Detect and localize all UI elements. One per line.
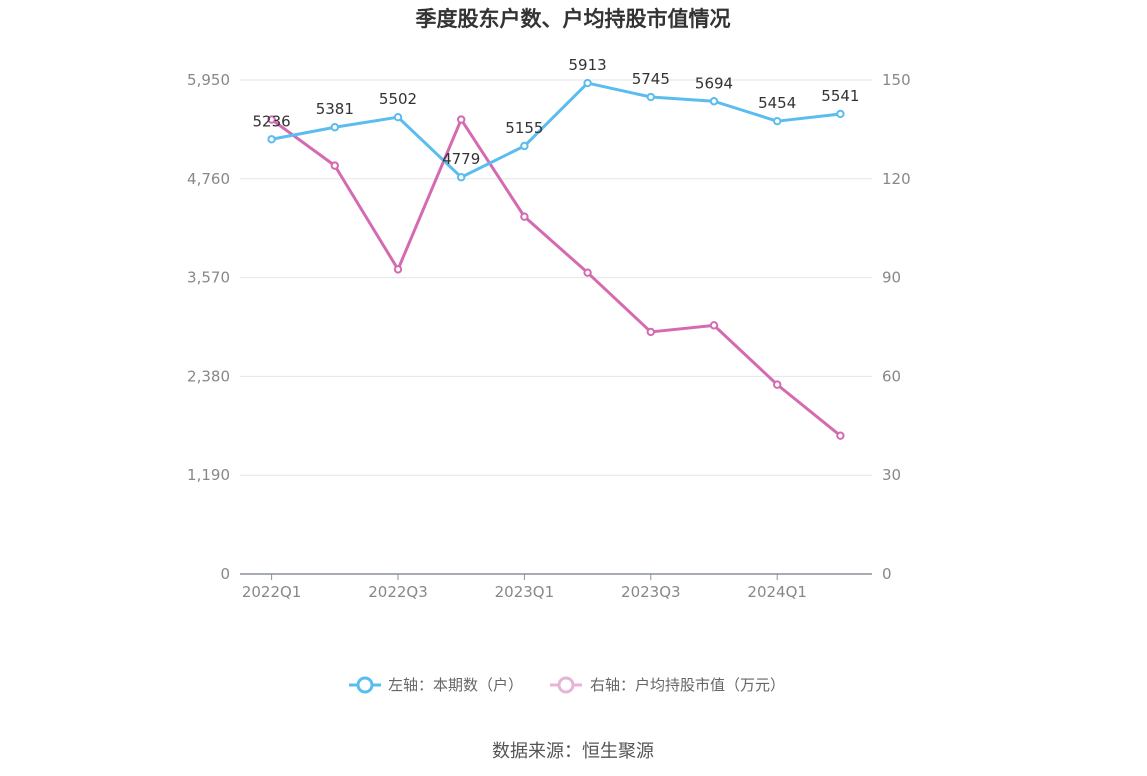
data-point-left [393, 112, 403, 122]
left-tick-label: 1,190 [187, 466, 230, 484]
right-tick-label: 60 [882, 367, 901, 385]
left-tick-label: 5,950 [187, 71, 230, 89]
grid [240, 79, 872, 476]
data-label: 5745 [632, 70, 670, 88]
data-point-right [267, 115, 276, 124]
right-tick-label: 90 [882, 269, 901, 287]
data-point-left [709, 97, 719, 106]
data-label: 5694 [695, 74, 733, 92]
data-point-left [520, 141, 529, 151]
data-point-right [330, 161, 339, 170]
left-tick-label: 3,570 [187, 269, 230, 287]
right-tick-label: 30 [882, 466, 901, 484]
data-point-left [583, 78, 592, 88]
legend-marker-left [356, 676, 374, 694]
legend-item-right[interactable]: 右轴：户均持股市值（万元） [550, 676, 785, 694]
chart-title: 季度股东户数、户均持股市值情况 [416, 7, 731, 31]
series-line-right [270, 118, 842, 437]
data-point-left [773, 116, 782, 126]
data-point-right [457, 115, 466, 124]
data-label: 5502 [379, 90, 417, 108]
legend-label-left: 左轴：本期数（户） [388, 676, 523, 694]
data-point-right [520, 212, 529, 221]
series-line-left [271, 81, 841, 179]
series-layer [267, 78, 845, 440]
data-label: 5236 [253, 112, 291, 130]
data-point-right [393, 265, 403, 274]
data-point-right [709, 321, 719, 330]
x-tick-label: 2022Q1 [242, 583, 302, 601]
data-label: 5155 [505, 119, 543, 137]
data-point-right [646, 327, 655, 337]
data-point-left [836, 109, 845, 119]
left-axis: 0 1,190 2,380 3,570 4,760 5,950 [187, 71, 230, 583]
data-point-left [646, 92, 655, 102]
data-point-right [583, 268, 592, 277]
right-axis: 0 30 60 90 120 150 [882, 71, 911, 583]
data-label: 5541 [821, 87, 859, 105]
data-point-right [836, 431, 845, 440]
left-tick-label: 2,380 [187, 367, 230, 385]
x-tick-label: 2023Q1 [495, 583, 555, 601]
left-tick-label: 4,760 [187, 170, 230, 188]
data-label: 5913 [569, 56, 607, 74]
x-axis: 2022Q1 2022Q3 2023Q1 2023Q3 2024Q1 [240, 573, 872, 601]
data-label: 5454 [758, 94, 796, 112]
legend-label-right: 右轴：户均持股市值（万元） [590, 676, 785, 694]
right-tick-label: 0 [882, 565, 892, 583]
x-tick-label: 2023Q3 [621, 583, 681, 601]
data-point-left [457, 173, 466, 182]
legend-item-left[interactable]: 左轴：本期数（户） [349, 676, 523, 694]
legend-marker-right [557, 676, 575, 694]
data-labels: 5236 5381 5502 4779 5155 5913 5745 5694 5454 5541 [253, 56, 860, 168]
x-tick-label: 2022Q3 [368, 583, 428, 601]
data-point-left [330, 123, 339, 132]
source-note: 数据来源：恒生聚源 [492, 741, 654, 762]
data-point-left [267, 135, 276, 144]
left-tick-label: 0 [220, 565, 230, 583]
legend[interactable]: 左轴：本期数（户） 右轴：户均持股市值（万元） [349, 676, 785, 694]
right-tick-label: 150 [882, 71, 911, 89]
data-label: 4779 [442, 150, 480, 168]
x-tick-label: 2024Q1 [747, 583, 807, 601]
data-point-right [773, 380, 782, 389]
right-tick-label: 120 [882, 170, 911, 188]
data-label: 5381 [316, 100, 354, 118]
